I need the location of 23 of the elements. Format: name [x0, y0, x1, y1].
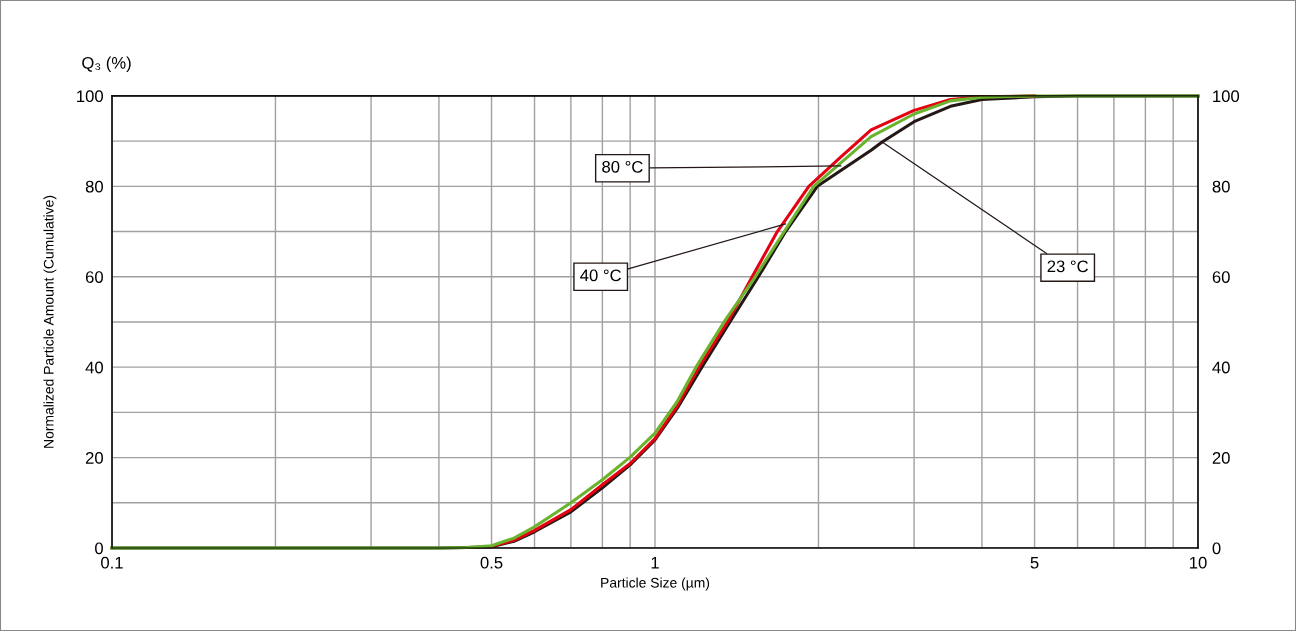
annotation: 40 °C — [580, 269, 621, 282]
x-axis-title: Particle Size (µm) — [601, 577, 710, 591]
y-tick-label: 80 — [85, 180, 103, 193]
y2-tick-label: 100 — [1213, 90, 1240, 103]
y-tick-label: 0 — [95, 542, 103, 555]
y-axis-title: Normalized Particle Amount (Cumulative) — [43, 195, 57, 448]
x-tick-label: 1 — [651, 556, 659, 569]
x-tick-label: 5 — [1030, 556, 1039, 569]
y2-tick-label: 40 — [1212, 361, 1230, 374]
y-tick-label: 60 — [85, 271, 103, 283]
x-tick-label: 10 — [1190, 556, 1207, 569]
y2-tick-label: 80 — [1212, 180, 1230, 193]
y-tick-label: 40 — [85, 361, 103, 374]
text: Q₃ (%) — [82, 56, 131, 73]
annotation: 23 °C — [1047, 260, 1088, 273]
y-tick-label: 100 — [77, 90, 103, 103]
y2-tick-label: 60 — [1212, 271, 1230, 283]
annotation: 80 °C — [602, 160, 643, 173]
y2-tick-label: 20 — [1212, 452, 1230, 464]
x-tick-label: 0.5 — [480, 556, 503, 569]
y-tick-label: 20 — [85, 452, 103, 464]
y2-tick-label: 0 — [1212, 542, 1221, 555]
x-tick-label: 0.1 — [101, 556, 123, 569]
